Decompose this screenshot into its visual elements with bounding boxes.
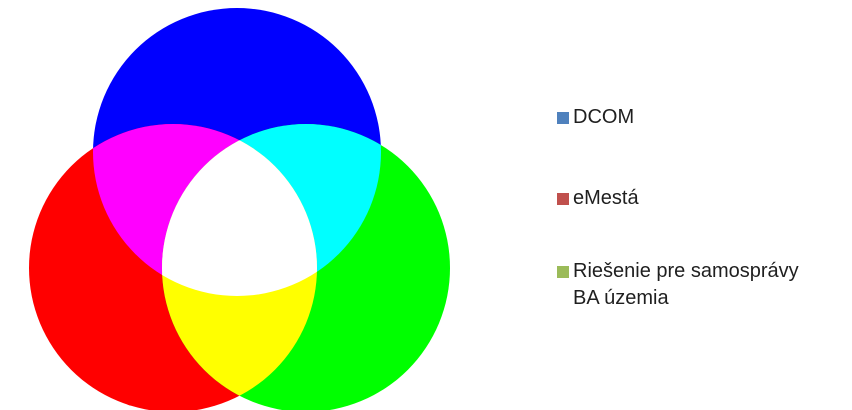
legend-item-emesta: eMestá — [557, 185, 847, 212]
legend-label-dcom: DCOM — [573, 106, 635, 128]
legend-label-samospravy: Riešenie pre samosprávy BA územia — [573, 260, 799, 309]
center-overlap — [162, 124, 317, 296]
legend-swatch-blue — [557, 112, 569, 124]
legend-label-emesta: eMestá — [573, 187, 639, 209]
rgb-venn-diagram — [29, 8, 450, 410]
legend-item-samospravy: Riešenie pre samosprávy BA územia — [557, 258, 847, 312]
legend: DCOM eMestá Riešenie pre samosprávy BA ú… — [557, 104, 847, 312]
legend-swatch-green — [557, 266, 569, 278]
legend-swatch-red — [557, 193, 569, 205]
legend-item-dcom: DCOM — [557, 104, 847, 131]
